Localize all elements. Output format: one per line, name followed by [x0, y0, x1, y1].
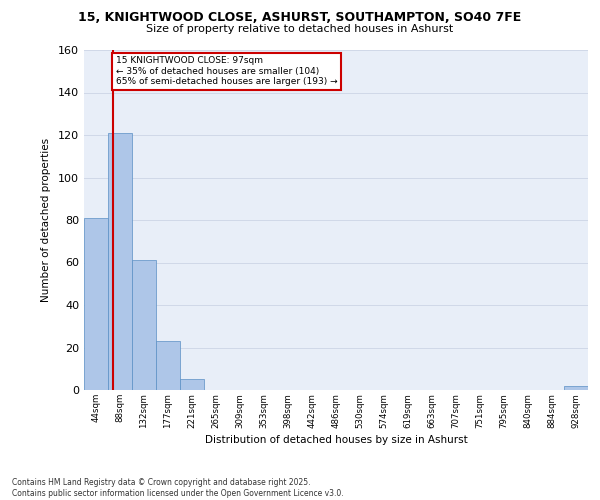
Bar	[564, 386, 588, 390]
Text: 15, KNIGHTWOOD CLOSE, ASHURST, SOUTHAMPTON, SO40 7FE: 15, KNIGHTWOOD CLOSE, ASHURST, SOUTHAMPT…	[79, 11, 521, 24]
Bar	[180, 380, 204, 390]
Text: Contains HM Land Registry data © Crown copyright and database right 2025.
Contai: Contains HM Land Registry data © Crown c…	[12, 478, 344, 498]
Bar	[108, 133, 132, 390]
Y-axis label: Number of detached properties: Number of detached properties	[41, 138, 51, 302]
Bar	[132, 260, 156, 390]
Bar	[84, 218, 108, 390]
Text: 15 KNIGHTWOOD CLOSE: 97sqm
← 35% of detached houses are smaller (104)
65% of sem: 15 KNIGHTWOOD CLOSE: 97sqm ← 35% of deta…	[116, 56, 337, 86]
Text: Size of property relative to detached houses in Ashurst: Size of property relative to detached ho…	[146, 24, 454, 34]
Bar	[156, 341, 180, 390]
X-axis label: Distribution of detached houses by size in Ashurst: Distribution of detached houses by size …	[205, 434, 467, 444]
